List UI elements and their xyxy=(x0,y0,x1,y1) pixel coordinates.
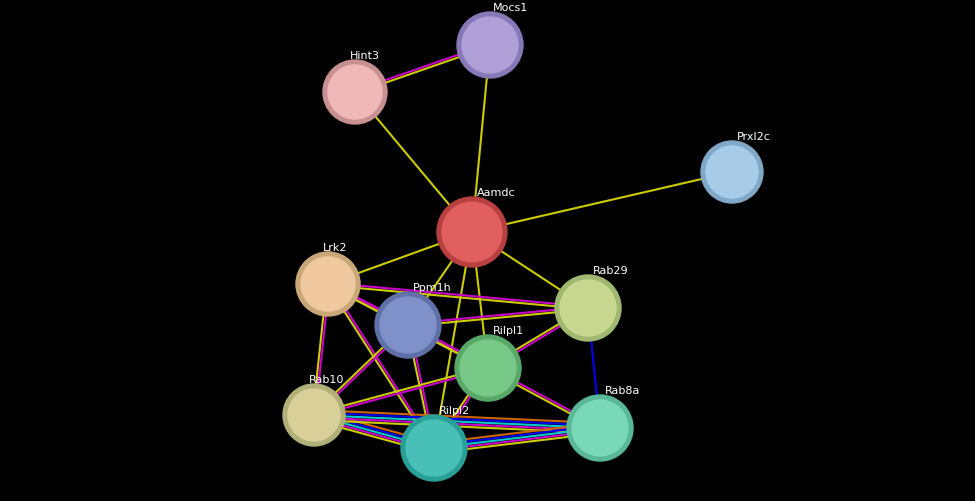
Text: Mocs1: Mocs1 xyxy=(493,3,528,13)
Circle shape xyxy=(406,420,462,476)
Circle shape xyxy=(401,415,467,481)
Circle shape xyxy=(555,275,621,341)
Text: Ppm1h: Ppm1h xyxy=(413,283,451,293)
Text: Rab29: Rab29 xyxy=(593,266,629,276)
Circle shape xyxy=(437,197,507,267)
Circle shape xyxy=(328,65,382,119)
Text: Hint3: Hint3 xyxy=(350,51,380,61)
Circle shape xyxy=(288,389,340,441)
Circle shape xyxy=(375,292,441,358)
Circle shape xyxy=(701,141,763,203)
Text: Prxl2c: Prxl2c xyxy=(737,132,771,142)
Text: Lrk2: Lrk2 xyxy=(323,243,347,253)
Text: Rilpl2: Rilpl2 xyxy=(439,406,470,416)
Circle shape xyxy=(296,252,360,316)
Circle shape xyxy=(323,60,387,124)
Circle shape xyxy=(283,384,345,446)
Text: Rilpl1: Rilpl1 xyxy=(493,326,525,336)
Text: Rab10: Rab10 xyxy=(309,375,344,385)
Circle shape xyxy=(455,335,521,401)
Circle shape xyxy=(380,297,436,353)
Text: Aamdc: Aamdc xyxy=(477,188,516,198)
Circle shape xyxy=(457,12,523,78)
Text: Rab8a: Rab8a xyxy=(605,386,641,396)
Circle shape xyxy=(462,17,518,73)
Circle shape xyxy=(572,400,628,456)
Circle shape xyxy=(560,280,616,336)
Circle shape xyxy=(442,202,502,262)
Circle shape xyxy=(301,257,355,311)
Circle shape xyxy=(460,340,516,396)
Circle shape xyxy=(706,146,758,198)
Circle shape xyxy=(567,395,633,461)
